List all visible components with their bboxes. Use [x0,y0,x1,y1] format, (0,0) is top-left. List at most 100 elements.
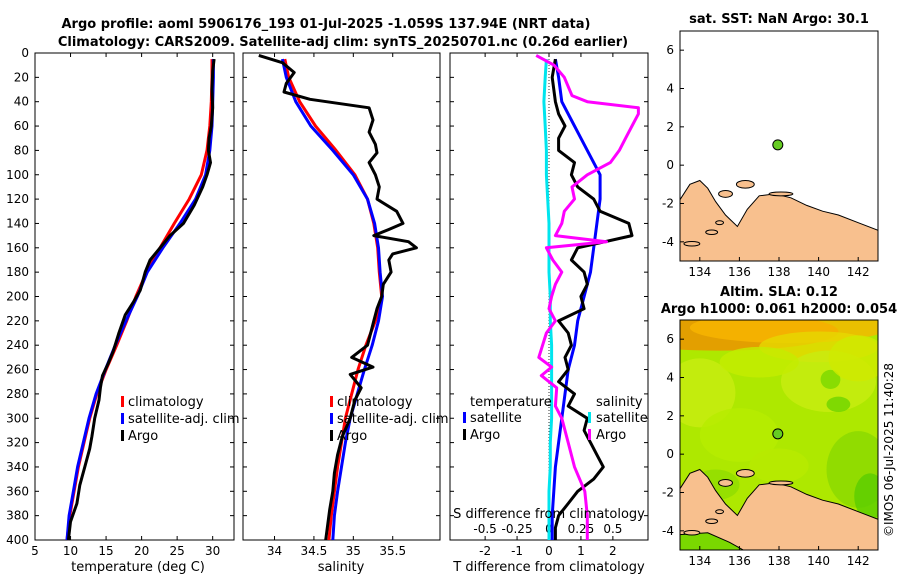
x-tick-label: 25 [170,544,185,558]
y-tick-label: 280 [6,387,29,401]
island [735,180,755,189]
sla-blob [826,396,851,413]
x-tick-label: 15 [98,544,113,558]
legend-label-t-satellite: satellite [470,411,522,426]
legend-label-satellite: satellite-adj. clim [128,412,240,427]
x-tick-label: 35.5 [379,544,406,558]
series-line-satellite-adj-clim [65,59,215,541]
temperature-panel: 0 20 40 60 80 100 120 140 160 180 200 220 240 260 280 3… [6,46,235,558]
map-y-tick-label: 0 [666,447,674,461]
difference-top-xlabel: S difference from climatology [453,507,645,522]
legend-swatch-t-satellite [463,412,466,423]
map-y-tick-label: -2 [662,197,674,211]
x-tick-label: 34.5 [301,544,328,558]
map-content [680,31,878,261]
map-x-tick-label: 140 [807,554,830,568]
sla-south-patch [680,532,744,550]
salinity-xlabel: salinity [318,560,365,575]
island [705,229,719,236]
map-content [680,320,878,550]
x-tick-label: 1 [577,544,585,558]
series-line-climatology [283,58,384,541]
sla-map-title-1: Altim. SLA: 0.12 [720,285,838,300]
y-tick-label: 300 [6,411,29,425]
x-tick-label: 5 [31,544,39,558]
top-x-tick-label: -0.25 [502,522,533,536]
y-tick-label: 200 [6,290,29,304]
difference-xlabel: T difference from climatology [452,560,645,575]
sst-map-title: sat. SST: NaN Argo: 30.1 [689,12,869,27]
sla-map: 134 136 138 140 142 6 4 2 0 -2 -4 [662,319,879,568]
map-x-tick-label: 136 [728,554,751,568]
x-tick-label: 10 [63,544,78,558]
series-line-argo [66,58,216,541]
y-tick-label: 60 [14,119,29,133]
x-tick-label: 34 [267,544,282,558]
legend-label-climatology: climatology [337,395,413,410]
difference-legend-salinity: salinity satellite Argo [588,395,648,443]
title-line-1: Argo profile: aoml 5906176_193 01-Jul-20… [62,17,591,32]
map-y-tick-label: -4 [662,524,674,538]
x-tick-label: 0 [545,544,553,558]
series-line-satellite-adj-clim [280,58,384,541]
y-tick-label: 360 [6,484,29,498]
top-x-tick-label: -0.5 [473,522,496,536]
top-x-tick-label: 0.25 [568,522,595,536]
legend-swatch-satellite [330,413,333,424]
y-tick-label: 180 [6,265,29,279]
map-x-tick-label: 136 [728,265,751,279]
map-y-tick-label: 6 [666,43,674,57]
island [718,189,733,198]
top-x-tick-label: 0.5 [603,522,622,536]
map-x-tick-label: 134 [688,554,711,568]
map-y-tick-label: 6 [666,332,674,346]
legend-swatch-climatology [121,396,124,407]
x-tick-label: -1 [511,544,523,558]
x-tick-label: 2 [609,544,617,558]
difference-legend-temperature: temperature satellite Argo [463,395,552,443]
legend-label-climatology: climatology [128,395,204,410]
legend-label-argo: Argo [337,429,367,444]
island [683,529,701,536]
y-tick-label: 0 [21,46,29,60]
x-tick-label: 35 [346,544,361,558]
salinity-panel: 34 34.5 35 35.5 [242,52,441,558]
series-line-t-argo [550,58,634,540]
map-y-tick-label: 4 [666,371,674,385]
map-y-tick-label: -4 [662,235,674,249]
legend-label-argo: Argo [128,429,158,444]
sla-blob [749,448,809,483]
map-x-tick-label: 138 [768,265,791,279]
map-x-tick-label: 142 [847,554,870,568]
legend-swatch-t-argo [463,429,466,440]
credit-text: ©IMOS 06-Jul-2025 11:40:28 [882,363,896,537]
map-y-tick-label: -2 [662,486,674,500]
series-line-s-argo [535,54,640,540]
island [715,509,725,515]
legend-swatch-climatology [330,396,333,407]
legend-swatch-satellite [121,413,124,424]
sla-blob [820,369,841,389]
series-line-climatology [65,59,214,541]
y-tick-label: 100 [6,168,29,182]
island [683,240,701,247]
legend-title-temperature: temperature [470,395,552,410]
argo-location-marker [772,428,784,440]
y-tick-label: 380 [6,509,29,523]
sla-blob [854,473,878,520]
map-x-tick-label: 134 [688,265,711,279]
map-y-tick-label: 0 [666,158,674,172]
series-line-t-satellite [550,58,602,540]
x-tick-label: 20 [134,544,149,558]
legend-swatch-s-argo [588,429,591,440]
y-tick-label: 400 [6,533,29,547]
sla-map-title-2: Argo h1000: 0.061 h2000: 0.054 [661,302,897,317]
y-tick-label: 340 [6,460,29,474]
x-tick-label: 30 [205,544,220,558]
y-tick-label: 20 [14,70,29,84]
series-line-argo [258,53,418,541]
sla-blob [828,335,878,382]
map-x-tick-label: 142 [847,265,870,279]
y-tick-label: 240 [6,338,29,352]
